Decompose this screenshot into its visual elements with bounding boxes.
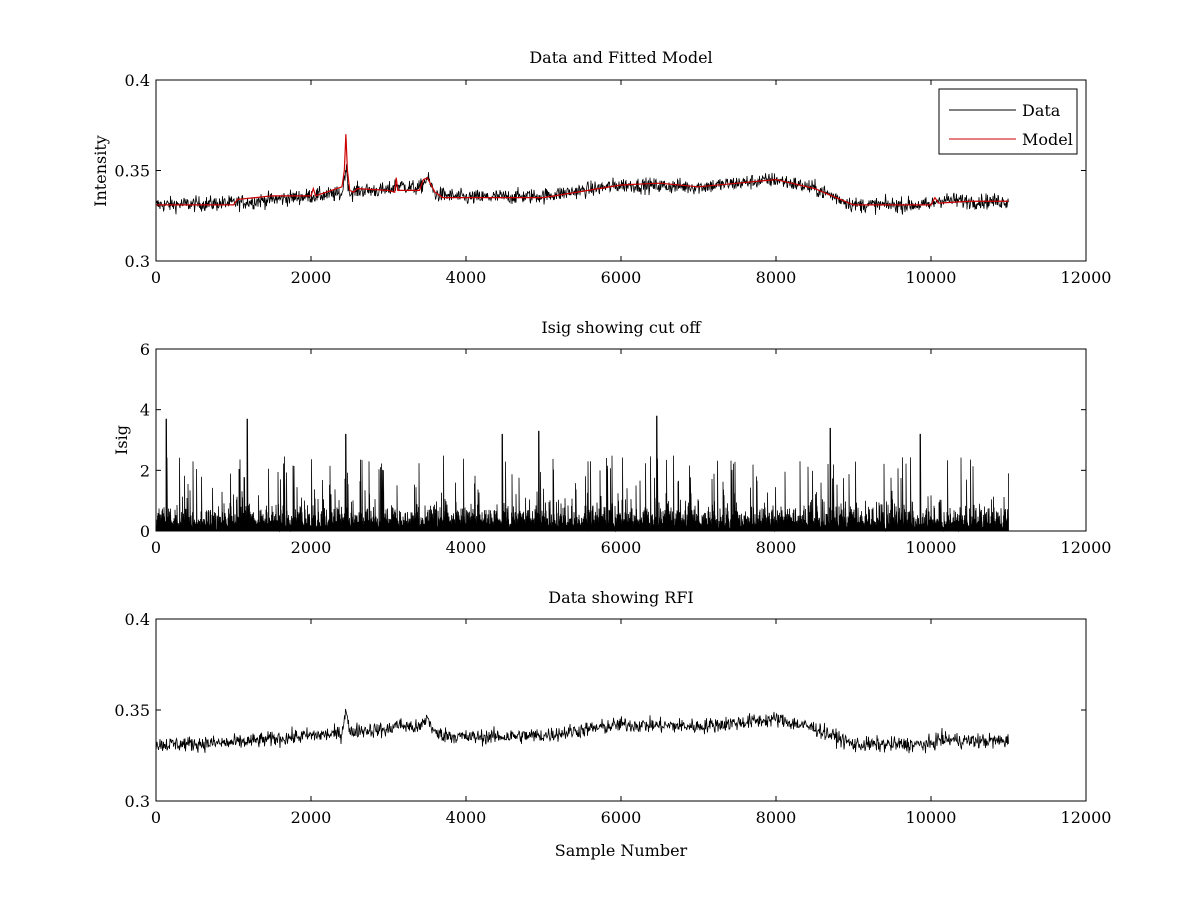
x-tick-label: 8000 [756, 268, 797, 287]
panel-1-frame [155, 79, 1087, 262]
y-tick-label: 0.3 [125, 252, 150, 271]
panel-2-ticks: 0 2000 4000 6000 8000 10000 12000 0 2 4 6 [140, 340, 1112, 557]
panel-1-ticks: 0 2000 4000 6000 8000 10000 12000 0.3 0.35 0.4 [114, 71, 1111, 287]
panel-2-title: Isig showing cut off [541, 318, 702, 337]
x-tick-label: 8000 [756, 538, 797, 557]
y-tick-label: 0.4 [125, 71, 150, 90]
y-tick-label: 0.35 [114, 701, 150, 720]
x-tick-label: 4000 [446, 538, 487, 557]
series-data-line [155, 164, 1009, 215]
y-tick-label: 0.3 [125, 792, 150, 811]
x-tick-label: 0 [151, 268, 161, 287]
x-tick-label: 6000 [601, 538, 642, 557]
panel-data-showing-rfi: Data showing RFI 0 2000 4000 6000 8000 10000 1… [114, 588, 1111, 860]
panel-data-and-fitted-model: Data and Fitted Model Intensity 0 2000 400… [91, 48, 1111, 287]
x-tick-label: 8000 [756, 808, 797, 827]
panel-2-frame [155, 348, 1087, 532]
x-tick-label: 6000 [601, 268, 642, 287]
panel-3-frame [155, 618, 1087, 802]
x-tick-label: 4000 [446, 268, 487, 287]
x-tick-label: 6000 [601, 808, 642, 827]
panel-3-ticks: 0 2000 4000 6000 8000 10000 12000 0.3 0.35 0.4 [114, 610, 1111, 827]
x-tick-label: 2000 [291, 538, 332, 557]
series-isig-line [155, 415, 1009, 533]
y-tick-label: 6 [140, 340, 150, 359]
panel-3-plot [155, 708, 1009, 754]
series-data-line [155, 708, 1009, 754]
y-tick-label: 2 [140, 461, 150, 480]
x-tick-label: 2000 [291, 268, 332, 287]
y-tick-label: 0.35 [114, 162, 150, 181]
legend-model-label: Model [1022, 130, 1073, 149]
y-tick-label: 4 [140, 401, 150, 420]
legend: Data Model [938, 88, 1078, 155]
x-tick-label: 0 [151, 538, 161, 557]
x-tick-label: 12000 [1061, 538, 1112, 557]
y-tick-label: 0.4 [125, 610, 150, 629]
x-tick-label: 10000 [906, 268, 957, 287]
panel-isig-showing-cut-off: Isig showing cut off Isig 0 2000 4000 6000 8… [112, 318, 1111, 557]
panel-1-ylabel: Intensity [91, 135, 110, 207]
panel-1-plot [155, 134, 1009, 215]
panel-2-plot [155, 415, 1009, 533]
x-tick-label: 10000 [906, 808, 957, 827]
x-tick-label: 2000 [291, 808, 332, 827]
y-tick-label: 0 [140, 522, 150, 541]
panel-2-ylabel: Isig [112, 425, 131, 455]
x-tick-label: 10000 [906, 538, 957, 557]
x-tick-label: 4000 [446, 808, 487, 827]
panel-1-title: Data and Fitted Model [529, 48, 712, 67]
x-tick-label: 12000 [1061, 808, 1112, 827]
x-axis-label: Sample Number [555, 841, 688, 860]
series-model-line [156, 134, 1009, 206]
legend-box [938, 88, 1078, 155]
x-tick-label: 0 [151, 808, 161, 827]
x-tick-label: 12000 [1061, 268, 1112, 287]
panel-3-title: Data showing RFI [548, 588, 693, 607]
legend-data-label: Data [1022, 101, 1061, 120]
